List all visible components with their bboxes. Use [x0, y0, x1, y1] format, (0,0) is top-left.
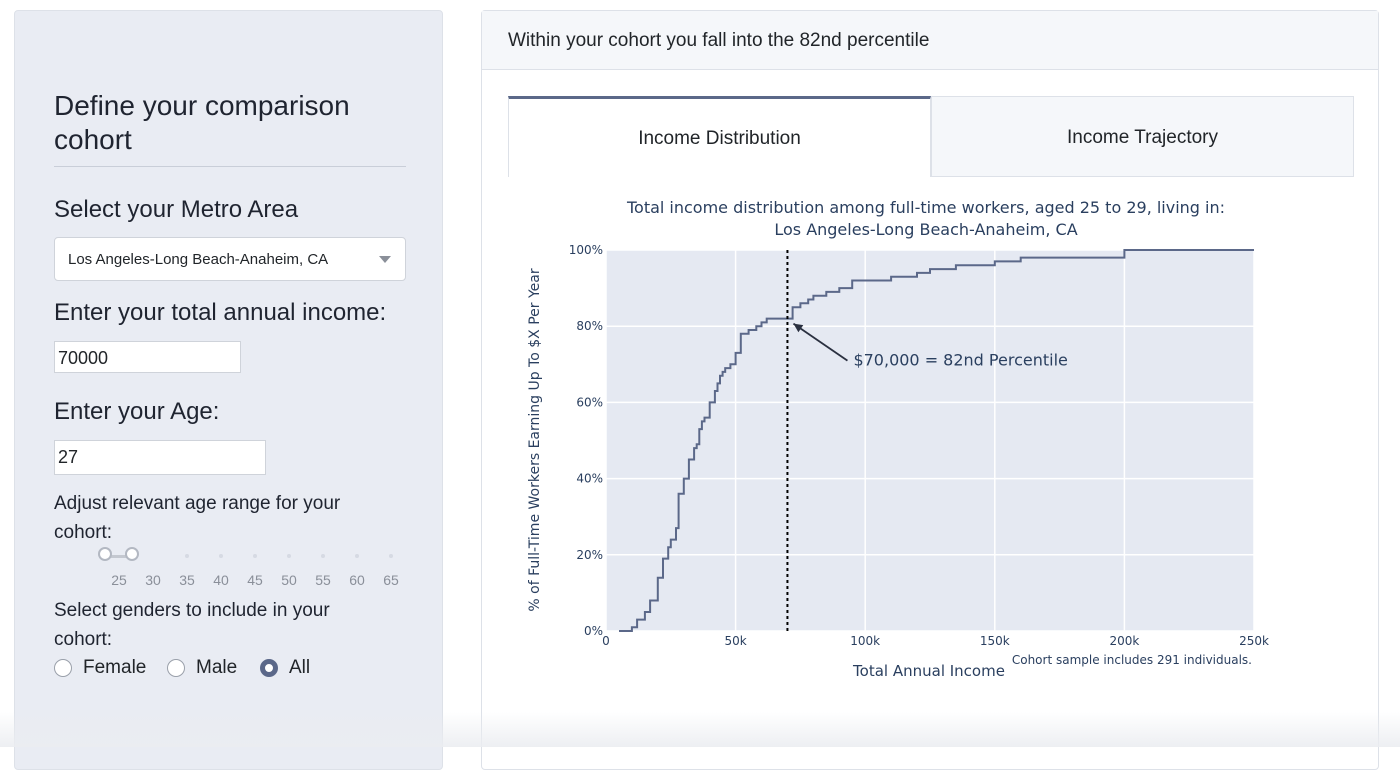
slider-mark-label: 55 [315, 572, 331, 588]
annotation-arrow-line [792, 322, 848, 362]
y-tick-label: 80% [576, 319, 603, 333]
radio-label: Male [196, 657, 238, 678]
radio-label: Female [83, 657, 147, 678]
slider-handle-max[interactable] [125, 547, 139, 561]
slider-step-dot [389, 554, 393, 558]
y-tick-label: 100% [569, 243, 603, 257]
slider-step-dot [219, 554, 223, 558]
slider-handle-min[interactable] [98, 547, 112, 561]
slider-mark-label: 35 [179, 572, 195, 588]
income-distribution-chart: Total income distribution among full-tim… [527, 198, 1269, 680]
radio-label: All [289, 657, 311, 678]
radio-button[interactable] [54, 659, 72, 677]
x-axis-label: Total Annual Income [852, 662, 1005, 680]
metro-label: Select your Metro Area [54, 196, 299, 223]
age-range-slider[interactable]: 25 30 35 40 45 50 55 60 65 [97, 547, 399, 588]
percentile-annotation: $70,000 = 82nd Percentile [853, 351, 1067, 370]
slider-mark-label: 25 [111, 572, 127, 588]
panel-header: Within your cohort you fall into the 82n… [482, 11, 1378, 70]
slider-mark-label: 30 [145, 572, 161, 588]
x-tick-label: 250k [1239, 634, 1269, 648]
slider-mark-label: 40 [213, 572, 229, 588]
metro-area-selected-value: Los Angeles-Long Beach-Anaheim, CA [68, 251, 329, 268]
y-tick-label: 0% [584, 624, 603, 638]
x-tick-label: 0 [602, 634, 610, 648]
slider-mark-label: 45 [247, 572, 263, 588]
y-tick-label: 60% [576, 395, 603, 409]
tab-income-trajectory[interactable]: Income Trajectory [931, 96, 1354, 177]
slider-step-dot [355, 554, 359, 558]
income-input[interactable]: 70000 [54, 341, 241, 373]
cohort-sample-note: Cohort sample includes 291 individuals. [1012, 653, 1252, 667]
slider-mark-label: 60 [349, 572, 365, 588]
chart-title-line1: Total income distribution among full-tim… [626, 198, 1225, 217]
y-tick-label: 40% [576, 472, 603, 486]
metro-area-dropdown[interactable]: Los Angeles-Long Beach-Anaheim, CA [54, 237, 406, 281]
tab-income-distribution[interactable]: Income Distribution [508, 96, 931, 177]
sidebar-title: Define your comparison cohort [54, 90, 350, 155]
x-tick-label: 100k [850, 634, 880, 648]
x-tick-label: 200k [1109, 634, 1139, 648]
slider-mark-label: 65 [383, 572, 399, 588]
gender-label: Select genders to include in your cohort… [54, 600, 330, 650]
radio-button[interactable] [167, 659, 185, 677]
plot-background [606, 250, 1254, 631]
sidebar: Define your comparison cohort Select you… [14, 10, 443, 770]
tab-bar: Income Distribution Income Trajectory [508, 96, 1354, 177]
x-tick-label: 150k [980, 634, 1010, 648]
divider [54, 166, 406, 167]
age-label: Enter your Age: [54, 398, 220, 425]
chart-title-line2: Los Angeles-Long Beach-Anaheim, CA [774, 220, 1077, 239]
y-tick-label: 20% [576, 548, 603, 562]
age-range-label: Adjust relevant age range for your cohor… [54, 493, 341, 543]
slider-step-dot [253, 554, 257, 558]
slider-step-dot [185, 554, 189, 558]
percentile-summary: Within your cohort you fall into the 82n… [508, 30, 930, 51]
chevron-down-icon[interactable] [379, 256, 391, 263]
age-input[interactable]: 27 [54, 440, 266, 475]
radio-button[interactable] [260, 659, 278, 677]
x-tick-label: 50k [724, 634, 746, 648]
y-axis-label: % of Full-Time Workers Earning Up To $X … [527, 268, 543, 611]
income-label: Enter your total annual income: [54, 299, 387, 326]
series-line [619, 249, 1254, 632]
slider-step-dot [321, 554, 325, 558]
slider-step-dot [287, 554, 291, 558]
annotation-arrowhead [793, 323, 804, 333]
slider-selected-track [105, 555, 133, 558]
slider-mark-label: 50 [281, 572, 297, 588]
